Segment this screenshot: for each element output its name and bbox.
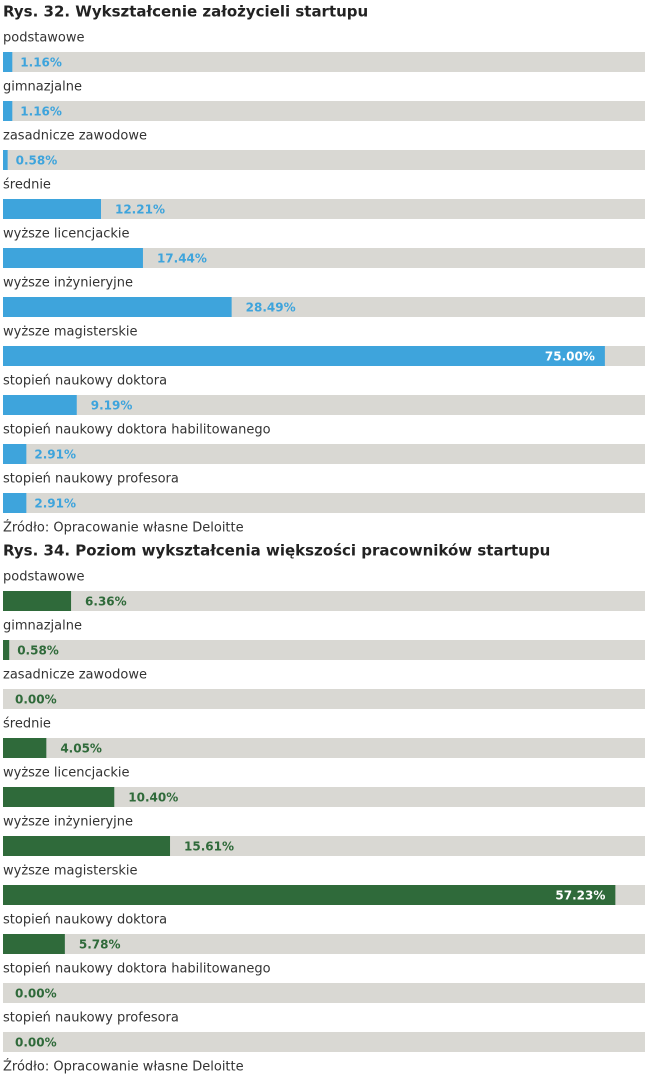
category-label: stopień naukowy doktora [3, 374, 167, 389]
category-label: podstawowe [3, 570, 85, 585]
bar-track [3, 248, 645, 268]
bar [3, 934, 65, 954]
bar-track [3, 395, 645, 415]
bar-track [3, 444, 645, 464]
bar [3, 787, 115, 807]
value-label: 2.91% [34, 497, 76, 511]
bar-track [3, 591, 645, 611]
category-label: gimnazjalne [3, 619, 82, 634]
value-label: 1.16% [20, 56, 62, 70]
value-label: 0.00% [15, 693, 57, 707]
bar-track [3, 640, 645, 660]
value-label: 15.61% [184, 840, 234, 854]
bar [3, 52, 13, 72]
value-label: 5.78% [79, 938, 121, 952]
bar [3, 444, 27, 464]
bar-track [3, 983, 645, 1003]
bar-track [3, 52, 645, 72]
value-label: 57.23% [555, 889, 605, 903]
value-label: 0.58% [16, 154, 58, 168]
bar-track [3, 689, 645, 709]
category-label: stopień naukowy doktora habilitowanego [3, 423, 271, 438]
bar-track [3, 738, 645, 758]
bar [3, 395, 77, 415]
bar-track [3, 199, 645, 219]
category-label: gimnazjalne [3, 80, 82, 95]
bar [3, 885, 616, 905]
value-label: 2.91% [34, 448, 76, 462]
bar [3, 493, 27, 513]
bar-track [3, 787, 645, 807]
category-label: wyższe licencjackie [3, 766, 130, 781]
category-label: stopień naukowy profesora [3, 472, 179, 487]
bar-track [3, 493, 645, 513]
value-label: 10.40% [128, 791, 178, 805]
category-label: stopień naukowy doktora habilitowanego [3, 962, 271, 977]
value-label: 4.05% [60, 742, 102, 756]
value-label: 12.21% [115, 203, 165, 217]
value-label: 1.16% [20, 105, 62, 119]
category-label: średnie [3, 178, 51, 193]
category-label: wyższe magisterskie [3, 325, 138, 340]
bar [3, 836, 171, 856]
category-label: zasadnicze zawodowe [3, 129, 147, 144]
bar [3, 346, 605, 366]
value-label: 0.00% [15, 1036, 57, 1050]
bar-track [3, 1032, 645, 1052]
category-label: podstawowe [3, 31, 85, 46]
category-label: wyższe inżynieryjne [3, 815, 133, 830]
bar [3, 640, 10, 660]
category-label: wyższe magisterskie [3, 864, 138, 879]
category-label: wyższe licencjackie [3, 227, 130, 242]
source-note: Źródło: Opracowanie własne Deloitte [3, 520, 244, 536]
bar [3, 150, 8, 170]
value-label: 9.19% [91, 399, 133, 413]
bar [3, 199, 101, 219]
bar [3, 738, 47, 758]
bar-track [3, 150, 645, 170]
chart-title: Rys. 32. Wykształcenie założycieli start… [3, 3, 368, 21]
value-label: 6.36% [85, 595, 127, 609]
value-label: 17.44% [157, 252, 207, 266]
bar-track [3, 934, 645, 954]
category-label: zasadnicze zawodowe [3, 668, 147, 683]
bar [3, 248, 143, 268]
source-note: Źródło: Opracowanie własne Deloitte [3, 1059, 244, 1075]
bar [3, 591, 72, 611]
category-label: średnie [3, 717, 51, 732]
value-label: 0.00% [15, 987, 57, 1001]
category-label: stopień naukowy doktora [3, 913, 167, 928]
category-label: wyższe inżynieryjne [3, 276, 133, 291]
value-label: 75.00% [545, 350, 595, 364]
bar-track [3, 101, 645, 121]
category-label: stopień naukowy profesora [3, 1011, 179, 1026]
bar [3, 297, 232, 317]
value-label: 0.58% [17, 644, 59, 658]
chart-title: Rys. 34. Poziom wykształcenia większości… [3, 542, 550, 560]
value-label: 28.49% [246, 301, 296, 315]
bar [3, 101, 13, 121]
